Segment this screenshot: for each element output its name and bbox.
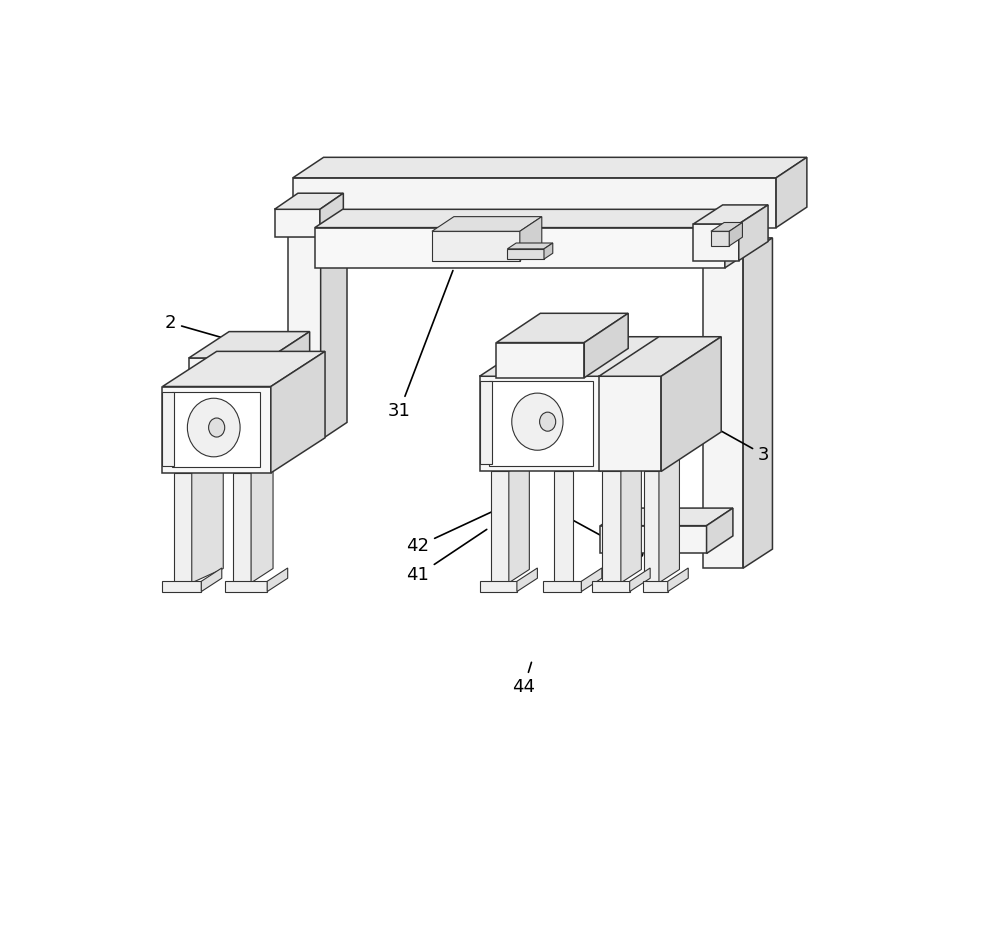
Polygon shape bbox=[432, 217, 542, 231]
Text: 44: 44 bbox=[512, 662, 536, 696]
Polygon shape bbox=[581, 568, 602, 592]
Polygon shape bbox=[233, 473, 251, 583]
Polygon shape bbox=[703, 238, 772, 257]
Polygon shape bbox=[599, 337, 721, 377]
Polygon shape bbox=[517, 568, 537, 592]
Polygon shape bbox=[584, 313, 628, 378]
Polygon shape bbox=[172, 393, 260, 467]
Polygon shape bbox=[289, 358, 311, 393]
Polygon shape bbox=[162, 581, 201, 592]
Polygon shape bbox=[271, 351, 325, 473]
Polygon shape bbox=[315, 209, 753, 227]
Polygon shape bbox=[480, 337, 660, 377]
Polygon shape bbox=[600, 526, 707, 553]
Polygon shape bbox=[592, 581, 630, 592]
Text: 31: 31 bbox=[388, 270, 453, 419]
Polygon shape bbox=[288, 237, 321, 440]
Polygon shape bbox=[543, 581, 581, 592]
Text: 41: 41 bbox=[406, 530, 487, 585]
Polygon shape bbox=[201, 568, 222, 592]
Polygon shape bbox=[707, 508, 733, 553]
Polygon shape bbox=[725, 209, 753, 268]
Polygon shape bbox=[269, 332, 310, 389]
Polygon shape bbox=[315, 227, 725, 268]
Polygon shape bbox=[251, 458, 273, 583]
Polygon shape bbox=[480, 581, 517, 592]
Polygon shape bbox=[496, 342, 584, 378]
Polygon shape bbox=[189, 332, 310, 358]
Text: 11: 11 bbox=[742, 175, 803, 209]
Polygon shape bbox=[249, 358, 311, 372]
Polygon shape bbox=[480, 381, 492, 464]
Polygon shape bbox=[320, 193, 343, 237]
Polygon shape bbox=[293, 178, 776, 227]
Ellipse shape bbox=[209, 418, 225, 437]
Polygon shape bbox=[644, 472, 659, 583]
Ellipse shape bbox=[540, 412, 556, 431]
Text: 2: 2 bbox=[165, 314, 257, 348]
Polygon shape bbox=[599, 377, 661, 472]
Polygon shape bbox=[432, 231, 520, 261]
Polygon shape bbox=[659, 458, 679, 583]
Polygon shape bbox=[288, 219, 347, 237]
Polygon shape bbox=[621, 458, 641, 583]
Text: 43: 43 bbox=[563, 514, 645, 562]
Text: 3: 3 bbox=[720, 431, 769, 464]
Polygon shape bbox=[739, 204, 768, 261]
Polygon shape bbox=[693, 204, 768, 223]
Polygon shape bbox=[602, 472, 621, 583]
Polygon shape bbox=[225, 581, 267, 592]
Ellipse shape bbox=[512, 393, 563, 450]
Polygon shape bbox=[321, 219, 347, 440]
Polygon shape bbox=[743, 238, 772, 568]
Polygon shape bbox=[693, 223, 739, 261]
Polygon shape bbox=[489, 381, 593, 466]
Polygon shape bbox=[507, 243, 553, 249]
Polygon shape bbox=[776, 157, 807, 227]
Polygon shape bbox=[544, 243, 553, 259]
Polygon shape bbox=[189, 358, 269, 389]
Polygon shape bbox=[162, 351, 325, 386]
Polygon shape bbox=[267, 568, 288, 592]
Polygon shape bbox=[293, 157, 807, 178]
Polygon shape bbox=[496, 313, 628, 342]
Polygon shape bbox=[643, 581, 668, 592]
Polygon shape bbox=[509, 458, 529, 583]
Polygon shape bbox=[491, 472, 509, 583]
Polygon shape bbox=[249, 372, 289, 393]
Polygon shape bbox=[275, 209, 320, 237]
Polygon shape bbox=[192, 458, 223, 583]
Polygon shape bbox=[600, 508, 733, 526]
Polygon shape bbox=[520, 217, 542, 261]
Polygon shape bbox=[480, 377, 600, 472]
Polygon shape bbox=[668, 568, 688, 592]
Polygon shape bbox=[162, 393, 174, 466]
Polygon shape bbox=[729, 223, 742, 246]
Polygon shape bbox=[507, 249, 544, 259]
Polygon shape bbox=[711, 223, 742, 231]
Polygon shape bbox=[275, 193, 343, 209]
Polygon shape bbox=[703, 257, 743, 568]
Polygon shape bbox=[661, 337, 721, 472]
Polygon shape bbox=[162, 386, 271, 473]
Ellipse shape bbox=[187, 398, 240, 456]
Polygon shape bbox=[174, 473, 192, 583]
Polygon shape bbox=[711, 231, 729, 246]
Polygon shape bbox=[554, 472, 573, 583]
Polygon shape bbox=[600, 337, 660, 472]
Text: 42: 42 bbox=[406, 503, 510, 555]
Polygon shape bbox=[630, 568, 650, 592]
